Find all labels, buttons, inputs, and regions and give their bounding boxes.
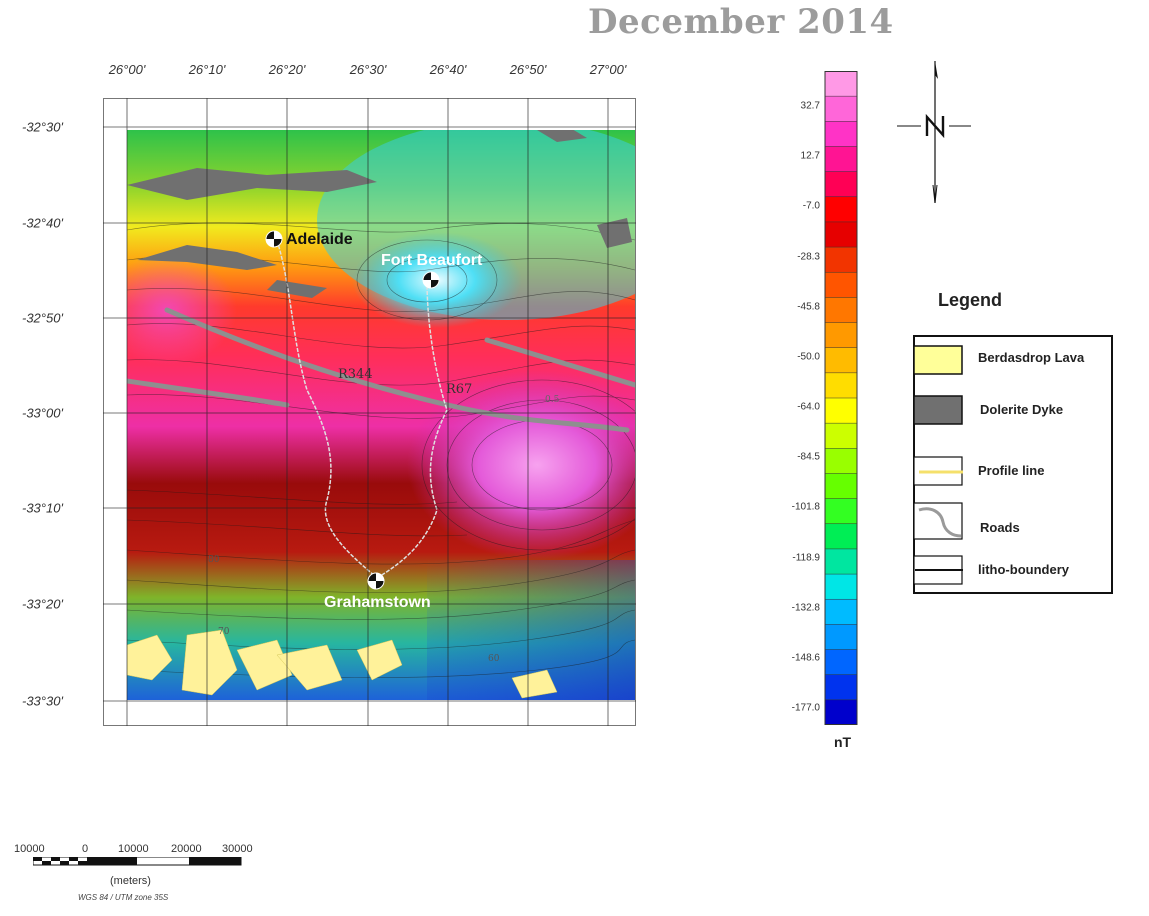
latitude-label: -32°50' <box>22 310 63 326</box>
colorbar-step <box>825 649 857 676</box>
longitude-label: 26°30' <box>349 62 387 77</box>
anomaly-eastern-high <box>407 370 635 560</box>
colorbar-step <box>825 221 857 248</box>
colorbar-label: -148.6 <box>791 652 820 664</box>
legend-label-roads: Roads <box>980 520 1020 535</box>
longitude-label: 26°20' <box>268 62 306 77</box>
colorbar-label: -118.9 <box>792 552 820 563</box>
colorbar-label: -7.0 <box>802 200 820 212</box>
colorbar-step <box>825 171 857 198</box>
colorbar-label: -84.5 <box>797 451 820 463</box>
legend-title: Legend <box>938 290 1003 310</box>
colorbar-label: -132.8 <box>791 602 820 614</box>
latitude-label: -33°00' <box>22 405 63 421</box>
longitude-label: 26°10' <box>188 62 226 77</box>
colorbar-step <box>825 372 857 399</box>
colorbar-label: -64.0 <box>797 401 820 413</box>
colorbar-step <box>825 473 857 500</box>
scale-tick-label: 0 <box>82 843 89 855</box>
contour-label: 60 <box>488 654 500 664</box>
colorbar-label: -45.8 <box>797 301 820 313</box>
colorbar-step <box>825 272 857 298</box>
longitude-label: 27°00' <box>589 62 627 77</box>
colorbar-label: -101.8 <box>791 501 820 513</box>
road-network <box>276 239 448 579</box>
colorbar-step <box>825 322 857 349</box>
colorbar-step <box>825 247 857 273</box>
longitude-label: 26°40' <box>429 62 467 77</box>
town-label-grahamstown: Grahamstown <box>324 594 431 611</box>
anomaly-western-high <box>127 255 237 365</box>
colorbar-step <box>825 448 857 474</box>
colorbar-step <box>825 297 857 324</box>
legend-swatch-litho-boundery <box>913 555 963 585</box>
scale-tick-label: 30000 <box>222 843 253 855</box>
town-label-fort-beaufort: Fort Beaufort <box>381 252 483 269</box>
contour-label: 70 <box>218 627 230 637</box>
legend-swatch-profile-line <box>913 456 963 486</box>
legend-label-berdasdrop-lava: Berdasdrop Lava <box>978 350 1085 365</box>
contour-label: 80 <box>208 555 220 565</box>
colorbar-unit: nT <box>834 734 852 750</box>
coordinate-grid <box>103 98 636 726</box>
berdasdrop-lava-outcrops <box>127 629 558 699</box>
colorbar-step <box>825 71 857 97</box>
scale-tick-label: 20000 <box>171 843 202 855</box>
map-title: December 2014 <box>588 2 894 42</box>
colorbar-label: -50.0 <box>797 351 820 363</box>
colorbar-step <box>825 674 857 701</box>
legend-label-profile-line: Profile line <box>978 463 1045 478</box>
magnetic-anomaly-map <box>127 130 635 700</box>
legend-swatch-dolerite-dyke <box>913 395 963 425</box>
contour-label: 0.5 <box>545 395 560 405</box>
colorbar-step <box>825 196 857 223</box>
colorbar-step <box>825 398 857 424</box>
town-marker-icon <box>422 271 440 289</box>
colorbar-step <box>825 699 857 725</box>
scale-bar <box>33 857 242 866</box>
town-marker-icon <box>265 230 283 248</box>
road-label-r344: R344 <box>338 367 373 382</box>
longitude-label: 26°00' <box>108 62 146 77</box>
colorbar-label: 32.7 <box>800 100 820 112</box>
longitude-label: 26°50' <box>509 62 547 77</box>
colorbar-step <box>825 96 857 122</box>
legend-swatch-roads <box>913 502 963 540</box>
colorbar-label: -177.0 <box>791 702 820 714</box>
scale-unit: (meters) <box>110 875 151 887</box>
colorbar-step <box>825 423 857 449</box>
colorbar-label: 12.7 <box>800 150 820 162</box>
colorbar-label: -28.3 <box>797 251 820 262</box>
colorbar-step <box>825 347 857 374</box>
road-label-r67: R67 <box>446 382 473 397</box>
colorbar-step <box>825 548 857 575</box>
legend-label-litho-boundery: litho-boundery <box>978 562 1069 577</box>
colorbar-step <box>825 146 857 173</box>
scale-tick-label: 10000 <box>118 843 149 855</box>
colorbar <box>824 71 858 725</box>
north-arrow-icon <box>897 61 971 204</box>
latitude-label: -32°40' <box>22 215 63 231</box>
legend-swatch-berdasdrop-lava <box>913 345 963 375</box>
colorbar-step <box>825 523 857 550</box>
legend-label-dolerite-dyke: Dolerite Dyke <box>980 402 1064 417</box>
dolerite-dyke-lines <box>127 307 635 433</box>
town-label-adelaide: Adelaide <box>286 231 353 248</box>
latitude-label: -32°30' <box>22 119 63 135</box>
latitude-label: -33°20' <box>22 596 63 612</box>
colorbar-border <box>824 71 858 725</box>
colorbar-step <box>825 574 857 600</box>
latitude-label: -33°10' <box>22 500 63 516</box>
colorbar-step <box>825 498 857 525</box>
colorbar-step <box>825 121 857 147</box>
town-marker-icon <box>367 572 385 590</box>
latitude-label: -33°30' <box>22 693 63 709</box>
scale-tick-label: 10000 <box>14 843 45 855</box>
projection-label: WGS 84 / UTM zone 35S <box>78 893 169 902</box>
colorbar-step <box>825 624 857 651</box>
colorbar-step <box>825 599 857 625</box>
